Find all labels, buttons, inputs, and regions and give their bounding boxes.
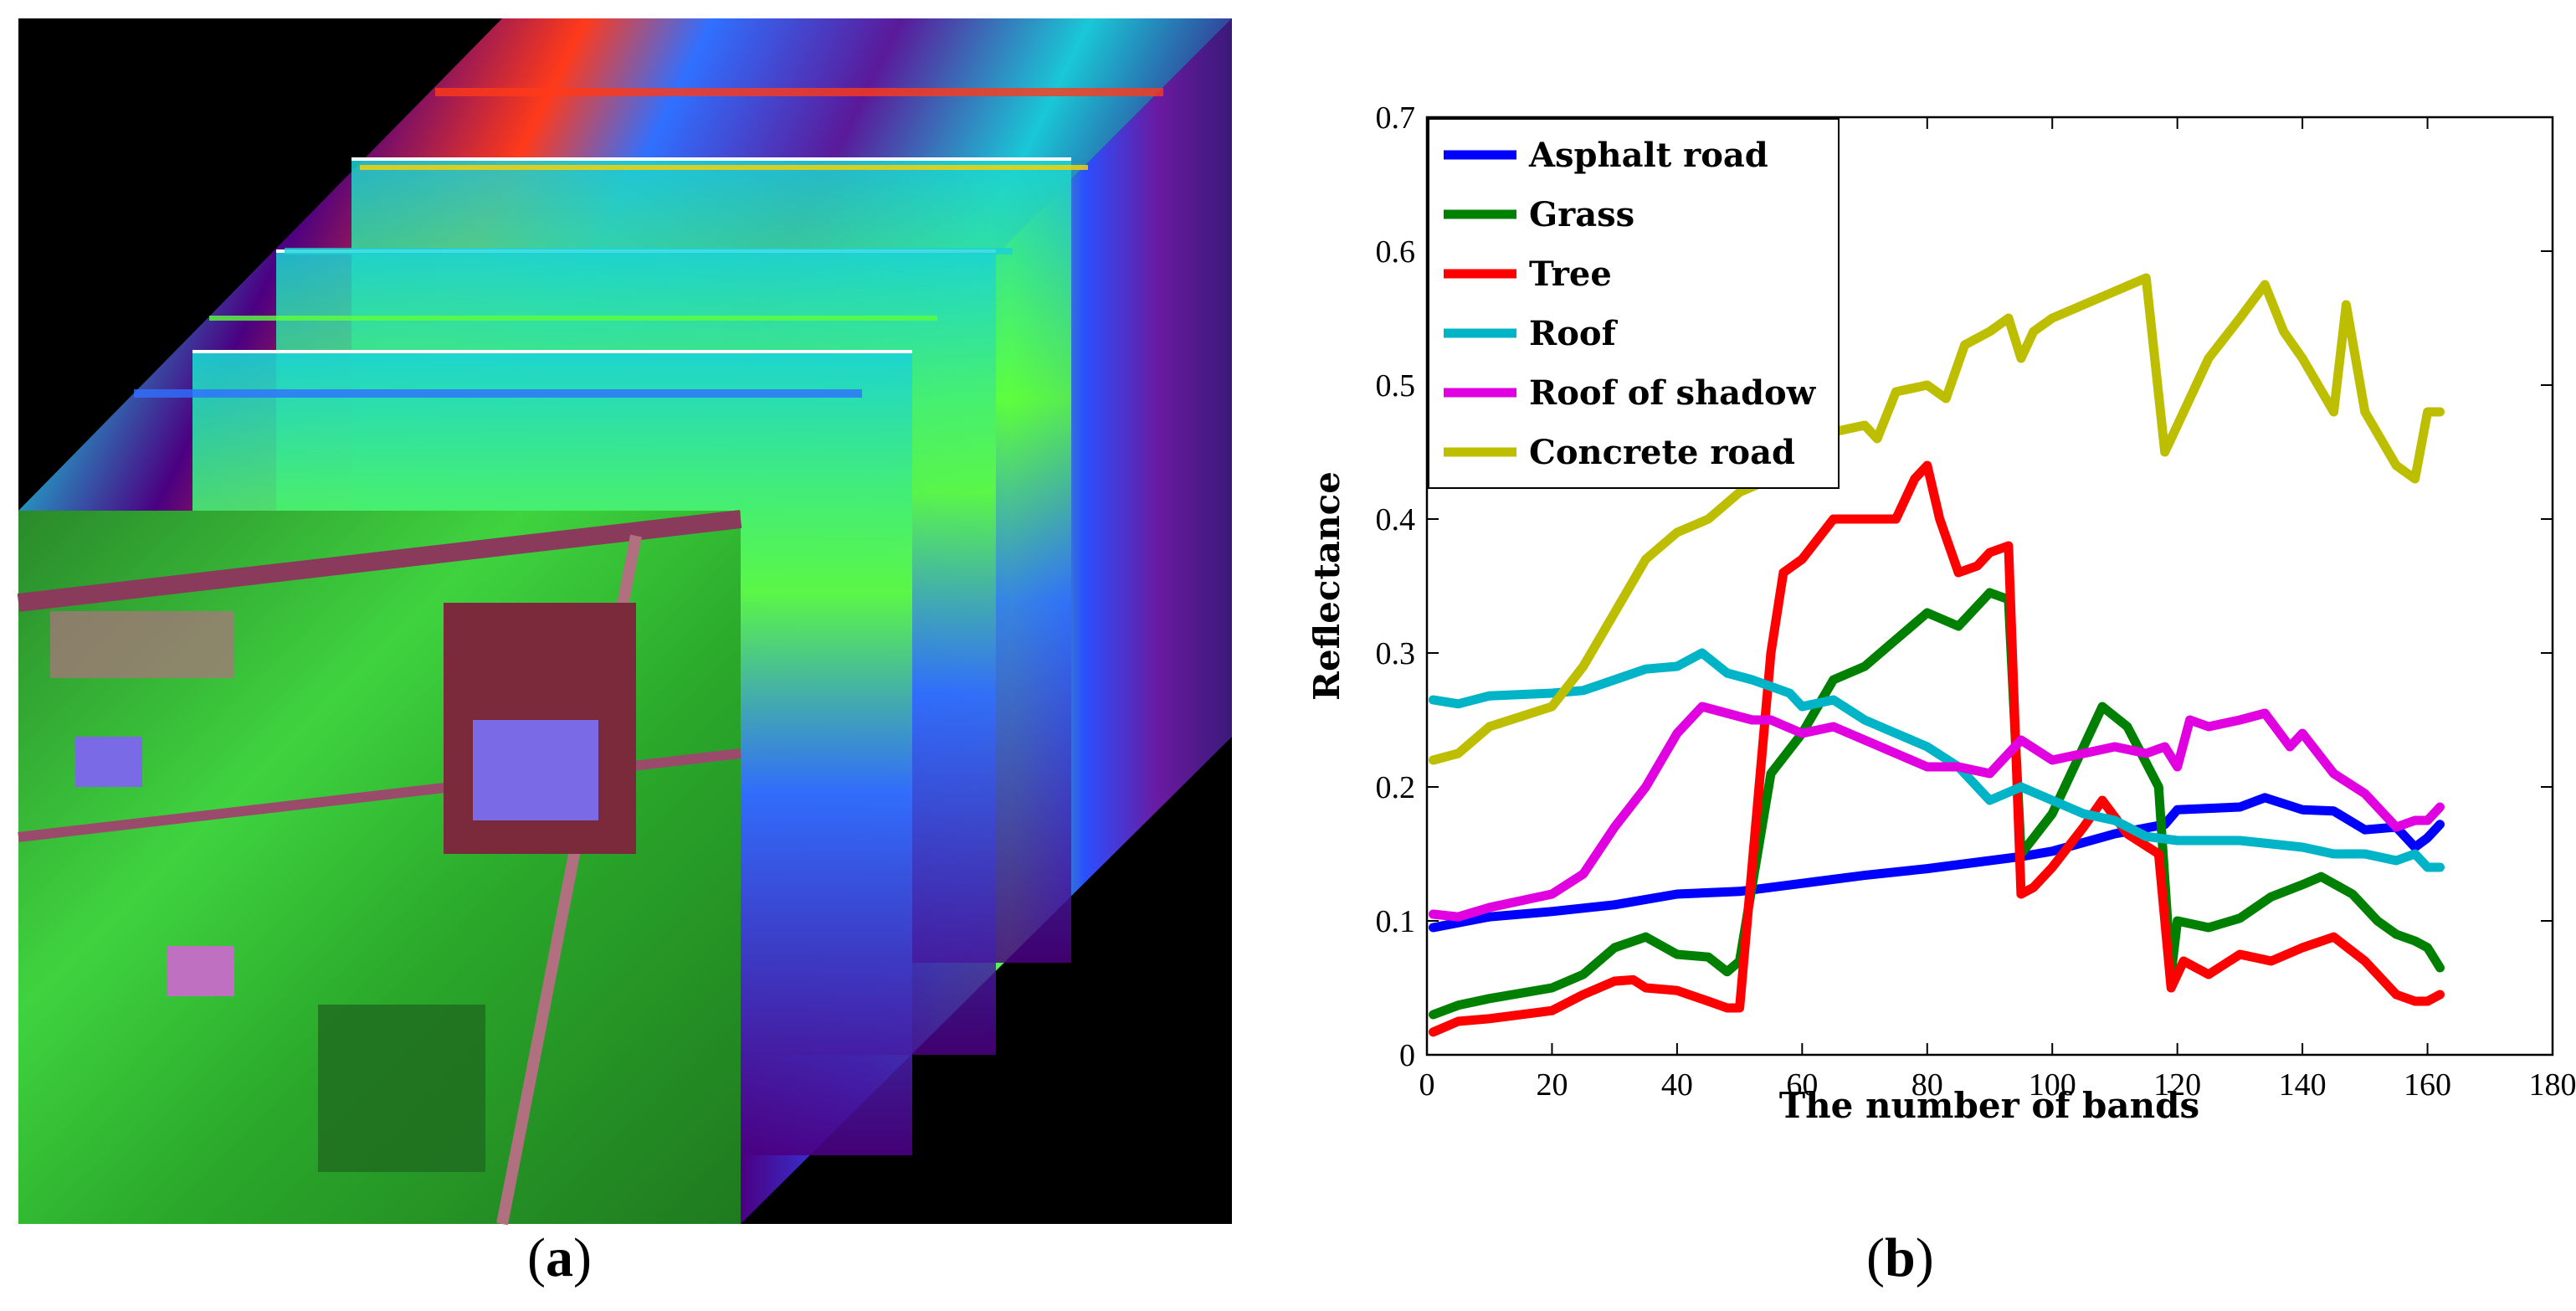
x-tick-label: 120 [2153, 1067, 2201, 1103]
panel-label-b: (b) [1866, 1227, 1934, 1288]
top-face-stripes [134, 88, 1163, 398]
series-line-concrete-road [1429, 273, 2445, 765]
y-tick-label: 0 [1399, 1038, 1415, 1073]
series-line-roof [1429, 648, 2445, 872]
y-tick-label: 0.2 [1376, 770, 1416, 805]
x-tick-label: 40 [1661, 1067, 1693, 1103]
legend-label: Roof [1529, 314, 1619, 353]
legend-label: Tree [1529, 254, 1612, 294]
chart-svg: 0 20 40 60 80 100 120 140 160 180 0 0.1 0.2 0.3 0.4 0.… [1306, 100, 2576, 1126]
x-tick-label: 60 [1786, 1067, 1818, 1103]
legend-label: Asphalt road [1528, 136, 1768, 175]
x-tick-label: 100 [2029, 1067, 2076, 1103]
x-axis-label: The number of bands [1779, 1085, 2199, 1126]
legend-label: Grass [1529, 195, 1634, 234]
x-tick-label: 140 [2279, 1067, 2327, 1103]
x-tick-label: 180 [2529, 1067, 2576, 1103]
hyperspectral-cube-figure [0, 0, 1255, 1239]
y-axis-label: Reflectance [1306, 471, 1347, 701]
panel-label-a: (a) [527, 1227, 592, 1288]
cube-svg [17, 18, 1232, 1226]
y-tick-label: 0.6 [1376, 234, 1416, 270]
y-tick-label: 0.7 [1376, 100, 1416, 136]
aerial-image-features [17, 510, 742, 1226]
legend-box [1428, 118, 1840, 489]
y-tick-label: 0.1 [1376, 904, 1416, 939]
series-line-asphalt-road [1429, 793, 2445, 933]
reflectance-chart: 0 20 40 60 80 100 120 140 160 180 0 0.1 0.2 0.3 0.4 0.… [1255, 0, 2576, 1239]
x-tick-label: 20 [1536, 1067, 1568, 1103]
x-tick-label: 0 [1419, 1067, 1435, 1103]
legend-label: Roof of shadow [1529, 373, 1817, 413]
y-tick-label: 0.5 [1376, 368, 1416, 404]
legend-label: Concrete road [1529, 433, 1795, 472]
series-line-tree [1429, 460, 2445, 1037]
x-axis: 0 20 40 60 80 100 120 140 160 180 [1419, 117, 2576, 1103]
y-tick-label: 0.4 [1376, 502, 1416, 537]
x-tick-label: 160 [2404, 1067, 2451, 1103]
series-lines [1429, 273, 2445, 1037]
x-tick-label: 80 [1911, 1067, 1943, 1103]
legend: Asphalt road Grass Tree Roof Roof of shadow C… [1428, 118, 1840, 489]
series-line-roof-of-shadow [1429, 702, 2445, 922]
y-tick-label: 0.3 [1376, 636, 1416, 671]
